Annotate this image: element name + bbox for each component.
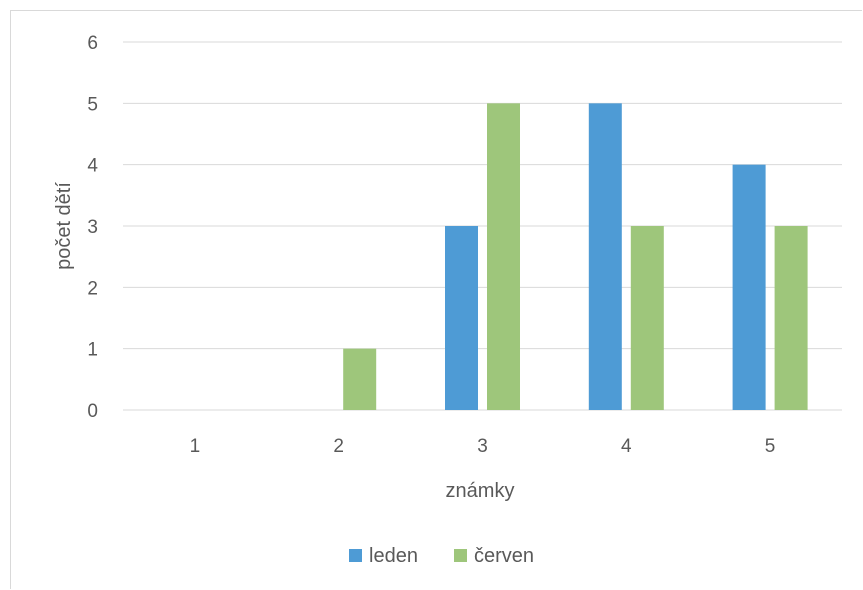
x-tick-label: 5 [765, 436, 776, 457]
bar-series1-cat-3 [445, 226, 478, 410]
y-tick-label: 4 [87, 156, 98, 177]
y-axis-ticks: 0 1 2 3 4 5 6 [87, 33, 98, 422]
bar-series1-cat-5 [732, 164, 766, 410]
bar-series2-cat-5 [774, 226, 808, 410]
y-axis-title: počet dětí [53, 182, 75, 270]
x-tick-label: 2 [333, 436, 344, 457]
legend-label: leden [369, 545, 418, 567]
y-tick-label: 6 [87, 33, 98, 54]
bar-series1-cat-4 [588, 103, 622, 410]
y-tick-label: 0 [87, 401, 98, 422]
y-tick-label: 5 [87, 94, 98, 115]
bar-series2-cat-4 [630, 226, 664, 410]
bar-series2-cat-3 [487, 103, 520, 410]
chart-frame [10, 10, 862, 589]
legend: leden červen [349, 545, 534, 567]
y-tick-label: 1 [87, 340, 98, 361]
bars [343, 103, 808, 410]
gridlines [123, 41, 842, 411]
x-axis-title: známky [446, 480, 515, 502]
x-axis-ticks: 1 2 3 4 5 [190, 436, 776, 457]
legend-label: červen [474, 545, 534, 567]
x-tick-label: 1 [190, 436, 201, 457]
y-tick-label: 3 [87, 217, 98, 238]
legend-swatch [454, 549, 467, 562]
x-tick-label: 4 [621, 436, 632, 457]
legend-swatch [349, 549, 362, 562]
x-tick-label: 3 [477, 436, 488, 457]
bar-series2-cat-2 [343, 348, 377, 410]
y-tick-label: 2 [87, 278, 98, 299]
